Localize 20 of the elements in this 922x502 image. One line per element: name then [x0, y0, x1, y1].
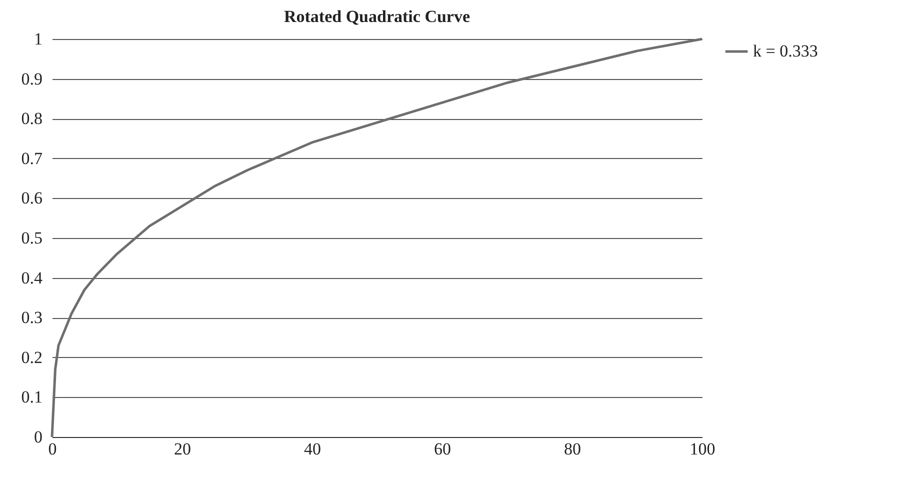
y-tick-label: 0.1 [21, 388, 42, 407]
x-tick-label: 0 [48, 440, 57, 458]
y-tick-label: 0.2 [21, 348, 42, 367]
x-tick-label: 100 [690, 440, 716, 458]
x-tick-label: 40 [304, 440, 321, 458]
chart-title: Rotated Quadratic Curve [284, 7, 470, 26]
y-tick-label: 0 [34, 428, 42, 446]
line-series [50, 38, 704, 438]
y-tick-label: 1 [34, 30, 42, 48]
y-tick-label: 0.3 [21, 308, 42, 328]
x-tick-label: 20 [174, 440, 191, 458]
x-tick-label: 80 [564, 440, 581, 458]
y-tick-label: 0.8 [21, 109, 42, 128]
y-tick-label: 0.9 [21, 69, 42, 88]
y-tick-label: 0.7 [21, 148, 43, 168]
legend-label: k = 0.333 [753, 42, 818, 60]
y-tick-label: 0.4 [21, 268, 43, 288]
y-tick-label: 0.6 [21, 188, 42, 208]
y-tick-label: 0.5 [21, 228, 42, 248]
x-tick-label: 60 [434, 440, 451, 458]
